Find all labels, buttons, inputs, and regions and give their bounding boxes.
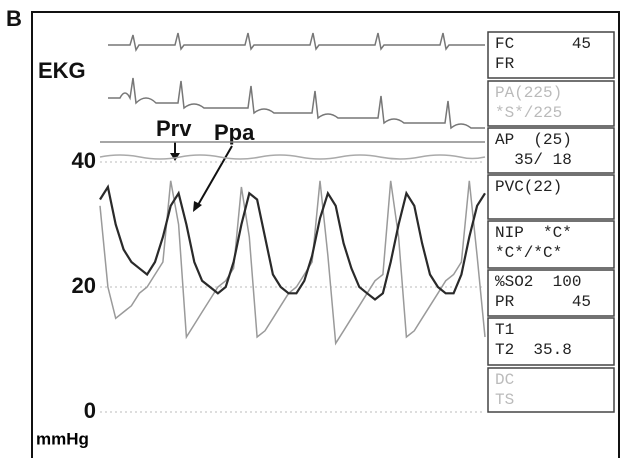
aux-trace — [99, 154, 486, 160]
panel-text: NIP *C* — [495, 224, 572, 242]
y-tick-label: 20 — [72, 273, 96, 298]
annotation: Prv — [156, 116, 192, 141]
panel-text: FR — [495, 55, 515, 73]
ekg-trace — [108, 77, 485, 130]
panel-box — [487, 31, 615, 79]
panel-text: *C*/*C* — [495, 244, 562, 262]
panel-text: *S*/225 — [495, 104, 562, 122]
panel-text: AP (25) — [495, 131, 572, 149]
panel-text: T2 35.8 — [495, 341, 572, 359]
panel-box — [487, 269, 615, 317]
panel-label: B — [6, 6, 22, 31]
panel-box — [487, 317, 615, 366]
panel-text: PR 45 — [495, 293, 591, 311]
arrow-head — [193, 201, 202, 212]
ekg-trace — [108, 32, 485, 53]
panel-text: DC — [495, 371, 514, 389]
panel-text: 35/ 18 — [495, 151, 572, 169]
monitor-panels: FC 45 FR PA(225) *S*/225 AP (25) 35/ 18 PVC(2… — [487, 31, 615, 413]
panel-text: TS — [495, 391, 514, 409]
panel-text: FC 45 — [495, 35, 591, 53]
frame — [31, 11, 620, 458]
panel-text: %SO2 100 — [495, 273, 581, 291]
panel-box — [487, 80, 615, 127]
pressure-trace — [99, 184, 486, 301]
panel-box — [487, 367, 615, 413]
y-tick-label: 0 — [84, 398, 96, 423]
y-tick-label: 40 — [72, 148, 96, 173]
panel-box — [487, 127, 615, 174]
panel-text: PA(225) — [495, 84, 562, 102]
panel-text: PVC(22) — [495, 178, 562, 196]
panel-box — [487, 174, 615, 220]
pressure-trace — [99, 180, 486, 346]
ekg-label: EKG — [38, 58, 86, 83]
arrow-head — [170, 153, 180, 161]
panel-box — [487, 220, 615, 269]
y-axis-unit: mmHg — [36, 429, 89, 448]
annotation: Ppa — [214, 120, 255, 145]
arrow — [197, 145, 233, 206]
panel-text: T1 — [495, 321, 514, 339]
